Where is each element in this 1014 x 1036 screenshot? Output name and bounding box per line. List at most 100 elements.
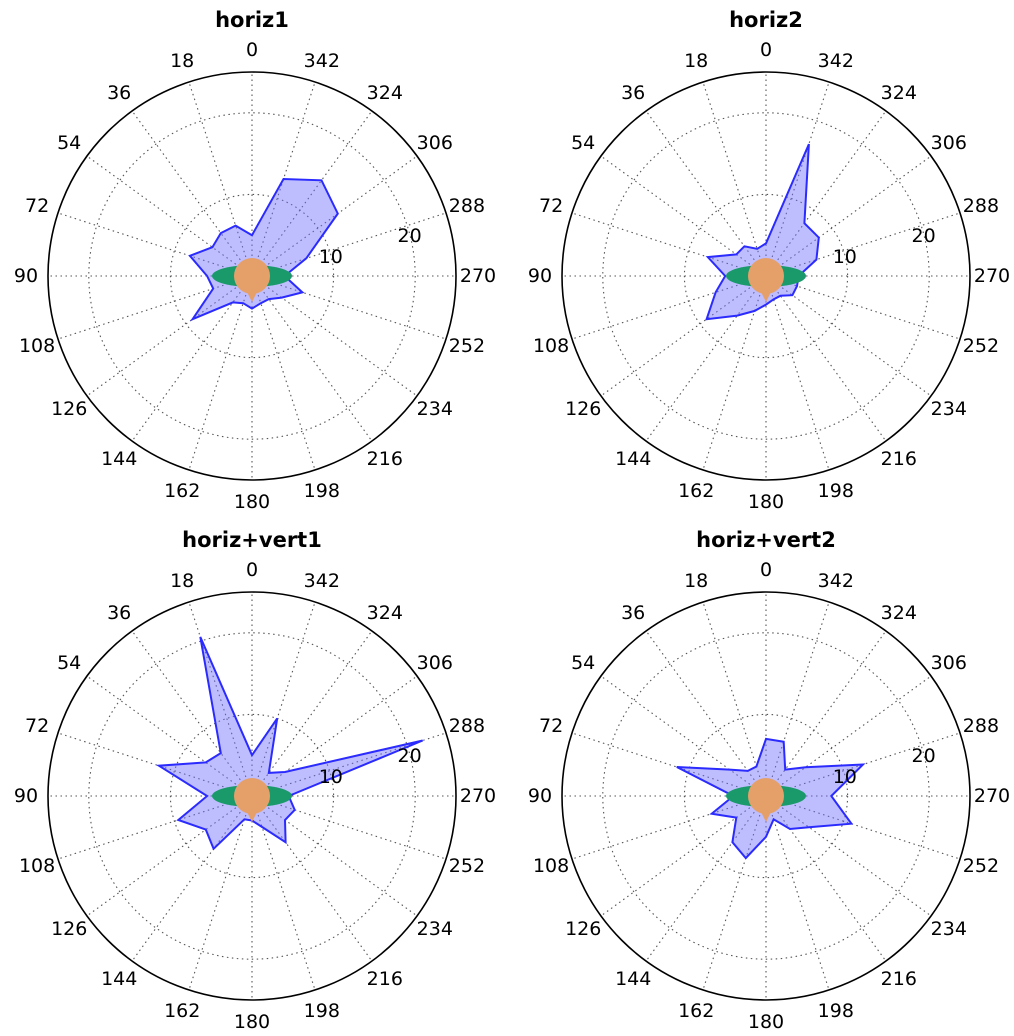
angular-gridline — [765, 795, 932, 917]
angle-tick-label: 198 — [818, 1000, 854, 1022]
angle-tick-label: 306 — [417, 132, 453, 154]
series-area — [188, 177, 339, 322]
angle-tick-label: 342 — [818, 50, 854, 72]
panel-title: horiz2 — [729, 8, 803, 32]
angle-tick-label: 54 — [57, 652, 81, 674]
angle-tick-label: 0 — [246, 559, 258, 581]
angle-tick-label: 72 — [539, 195, 563, 217]
angular-gridline — [600, 155, 767, 277]
angle-tick-label: 216 — [881, 448, 917, 470]
angle-tick-label: 108 — [533, 855, 569, 877]
angle-tick-label: 234 — [417, 918, 453, 940]
angular-gridline — [600, 795, 767, 917]
angle-tick-label: 252 — [449, 335, 485, 357]
angular-gridline — [765, 630, 887, 797]
angle-tick-label: 126 — [565, 398, 601, 420]
radial-gridline — [88, 112, 416, 440]
angle-tick-label: 36 — [621, 602, 645, 624]
angle-tick-label: 126 — [565, 918, 601, 940]
radial-tick-label: 20 — [912, 745, 936, 767]
angular-gridline — [702, 601, 767, 797]
angular-gridline — [702, 81, 767, 277]
angle-tick-label: 18 — [170, 570, 194, 592]
angle-tick-label: 306 — [931, 132, 967, 154]
angle-tick-label: 36 — [107, 602, 131, 624]
angular-gridline — [251, 795, 373, 962]
radial-gridline — [602, 112, 930, 440]
angular-gridline — [131, 630, 253, 797]
panel-title: horiz1 — [215, 8, 289, 32]
angle-tick-label: 162 — [678, 1000, 714, 1022]
angle-tick-label: 270 — [460, 785, 496, 807]
radial-gridline — [169, 713, 335, 879]
angle-tick-label: 198 — [304, 1000, 340, 1022]
angle-tick-label: 54 — [571, 132, 595, 154]
angular-gridline — [765, 675, 932, 797]
angle-tick-label: 180 — [234, 1011, 270, 1033]
angle-tick-label: 108 — [533, 335, 569, 357]
angle-tick-label: 144 — [615, 448, 651, 470]
angular-gridline — [251, 212, 447, 277]
angle-tick-label: 90 — [528, 785, 552, 807]
angle-tick-label: 306 — [417, 652, 453, 674]
angle-tick-label: 126 — [51, 918, 87, 940]
radial-gridline — [683, 713, 849, 879]
angular-gridline — [600, 675, 767, 797]
angular-gridline — [765, 795, 830, 991]
polar-frame — [47, 71, 457, 481]
angle-tick-label: 288 — [963, 195, 999, 217]
angular-gridline — [188, 795, 253, 991]
polar-frame — [561, 591, 971, 1001]
angle-tick-label: 72 — [25, 195, 49, 217]
angle-tick-label: 144 — [615, 968, 651, 990]
polar-panel-horiz1: horiz1 10 20 0 18 36 54 72 90 108 126 144 162 180 198 2… — [14, 8, 496, 513]
angle-tick-label: 270 — [974, 785, 1010, 807]
radial-tick-label: 20 — [912, 225, 936, 247]
angle-tick-label: 216 — [367, 968, 403, 990]
angle-tick-label: 72 — [25, 715, 49, 737]
angle-tick-label: 270 — [974, 265, 1010, 287]
radial-tick-label: 10 — [833, 246, 857, 268]
angle-tick-label: 324 — [881, 82, 917, 104]
angular-gridline — [765, 795, 961, 860]
angle-tick-label: 180 — [748, 1011, 784, 1033]
angle-tick-label: 108 — [19, 335, 55, 357]
angular-gridline — [57, 732, 253, 797]
angular-gridline — [188, 275, 253, 471]
angle-tick-label: 198 — [304, 480, 340, 502]
polar-frame — [47, 591, 457, 1001]
angular-gridline — [765, 275, 830, 471]
angle-tick-label: 288 — [963, 715, 999, 737]
radial-gridline — [88, 632, 416, 960]
angular-gridline — [251, 675, 418, 797]
angular-gridline — [645, 275, 767, 442]
angular-gridline — [600, 275, 767, 397]
angular-gridline — [765, 601, 830, 797]
polar-panel-horiz2: horiz2 10 20 0 18 36 54 72 90 108 126 144 162 180 198 2… — [528, 8, 1010, 513]
radial-tick-label: 20 — [398, 225, 422, 247]
angular-gridline — [57, 795, 253, 860]
angle-tick-label: 180 — [234, 491, 270, 513]
angle-tick-label: 288 — [449, 195, 485, 217]
angle-tick-label: 252 — [963, 335, 999, 357]
angular-gridline — [251, 795, 447, 860]
angle-tick-label: 54 — [571, 652, 595, 674]
angular-gridline — [251, 275, 447, 340]
radial-gridline — [683, 193, 849, 359]
angle-tick-label: 342 — [818, 570, 854, 592]
angle-tick-label: 0 — [760, 39, 772, 61]
angular-gridline — [765, 275, 887, 442]
angle-tick-label: 126 — [51, 398, 87, 420]
polar-frame — [561, 71, 971, 481]
angle-tick-label: 198 — [818, 480, 854, 502]
radial-tick-label: 20 — [398, 745, 422, 767]
angular-gridline — [188, 601, 253, 797]
angle-tick-label: 234 — [417, 398, 453, 420]
angular-gridline — [251, 795, 418, 917]
angle-tick-label: 252 — [963, 855, 999, 877]
angle-tick-label: 18 — [684, 50, 708, 72]
angular-gridline — [702, 795, 767, 991]
angle-tick-label: 234 — [931, 398, 967, 420]
angle-tick-label: 72 — [539, 715, 563, 737]
